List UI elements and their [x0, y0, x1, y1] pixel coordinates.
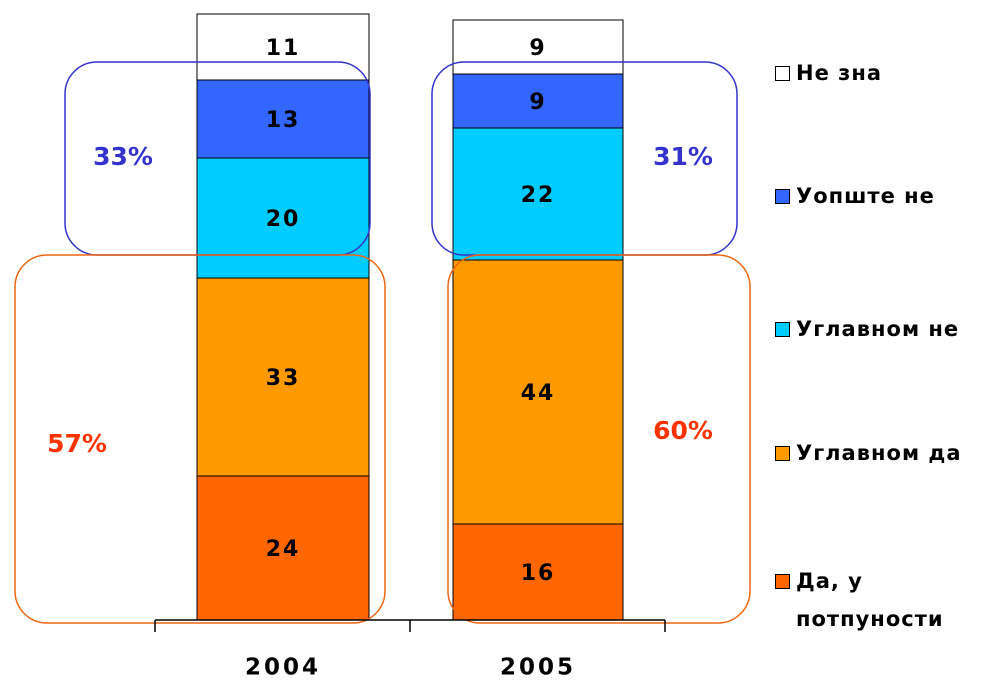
annotation: 60%	[653, 416, 713, 445]
legend-swatch	[775, 446, 790, 461]
data-label: 13	[266, 108, 301, 133]
data-label: 22	[521, 183, 556, 208]
data-label: 9	[529, 90, 546, 115]
group-box	[14, 254, 386, 624]
data-label: 24	[266, 537, 301, 562]
bar-segment	[196, 475, 370, 621]
legend-swatch	[775, 322, 790, 337]
data-label: 16	[521, 561, 556, 586]
data-label: 20	[266, 207, 301, 232]
annotation: 33%	[93, 142, 153, 171]
data-label: 44	[521, 381, 556, 406]
annotation: 31%	[653, 142, 713, 171]
bar-segment	[196, 79, 370, 159]
legend-item: Уопште не	[775, 177, 995, 215]
bar-segment	[452, 127, 624, 261]
legend-label: Не зна	[796, 61, 883, 85]
legend-item: Не зна	[775, 54, 995, 92]
legend-label: Да, у потпуности	[796, 569, 944, 631]
legend-swatch	[775, 66, 790, 81]
group-box	[447, 254, 751, 624]
legend-label: Уопште не	[796, 184, 935, 208]
data-label: 9	[529, 36, 546, 61]
bar-segment	[196, 13, 370, 81]
legend-swatch	[775, 189, 790, 204]
legend-swatch	[775, 574, 790, 589]
legend-label: Углавном да	[796, 441, 962, 465]
bar-segment	[452, 259, 624, 525]
bar-segment	[452, 73, 624, 129]
bar-segment	[452, 523, 624, 621]
bar-segment	[196, 157, 370, 279]
bar-segment	[452, 19, 624, 75]
x-tick-label: 2004	[245, 655, 321, 681]
annotation: 57%	[47, 429, 107, 458]
x-tick-label: 2005	[500, 655, 576, 681]
legend-item: Углавном не	[775, 310, 995, 348]
legend-item: Углавном да	[775, 434, 995, 472]
data-label: 33	[266, 366, 301, 391]
legend-item: Да, у потпуности	[775, 562, 995, 638]
data-label: 11	[266, 36, 301, 61]
legend-label: Углавном не	[796, 317, 960, 341]
